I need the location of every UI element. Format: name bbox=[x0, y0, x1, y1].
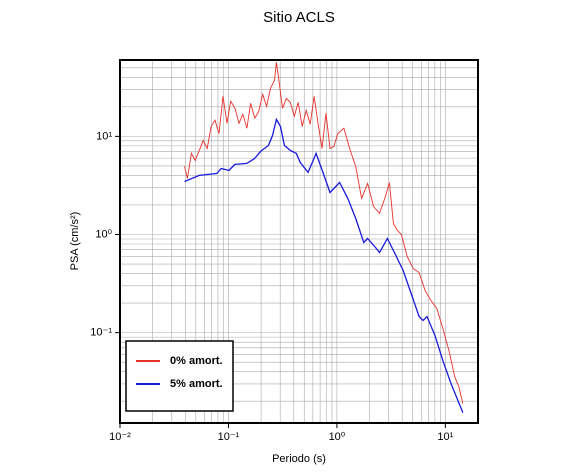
y-tick-label: 10⁻¹ bbox=[90, 327, 112, 339]
legend-label: 0% amort. bbox=[170, 355, 223, 367]
x-tick-label: 10⁻¹ bbox=[218, 431, 240, 443]
y-tick-label: 10⁰ bbox=[95, 228, 112, 240]
x-tick-label: 10⁻² bbox=[109, 431, 131, 443]
x-tick-label: 10⁰ bbox=[329, 431, 346, 443]
chart-title: Sitio ACLS bbox=[263, 9, 335, 26]
plot-frame bbox=[119, 59, 479, 424]
legend-box bbox=[125, 340, 234, 412]
series-line bbox=[184, 117, 464, 413]
series-line bbox=[184, 62, 464, 404]
x-axis-label: Periodo (s) bbox=[272, 453, 326, 465]
x-tick-label: 10¹ bbox=[437, 431, 453, 443]
y-tick-label: 10¹ bbox=[96, 130, 112, 142]
legend-label: 5% amort. bbox=[170, 378, 223, 390]
y-axis-label: PSA (cm/s²) bbox=[69, 212, 81, 271]
